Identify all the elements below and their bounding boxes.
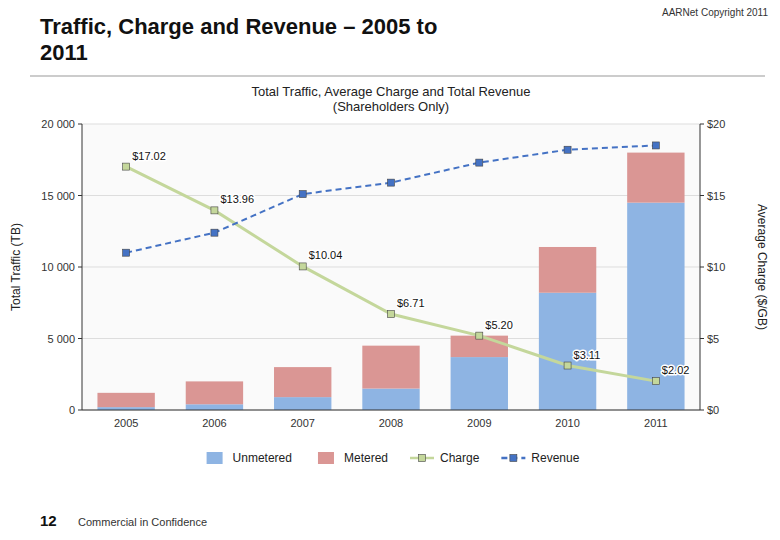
y-tick [78, 195, 82, 196]
line-marker [299, 191, 306, 198]
grid-line [82, 195, 700, 196]
y-tick-label: 0 [69, 404, 75, 416]
page-number: 12 [40, 512, 57, 529]
y2-tick [700, 410, 704, 411]
bar [362, 389, 419, 410]
grid-line [82, 410, 700, 411]
bar [186, 381, 243, 404]
y2-tick [700, 124, 704, 125]
legend-swatch [318, 452, 334, 464]
legend-label: Revenue [531, 451, 579, 465]
x-tick-label: 2005 [114, 417, 138, 429]
line-marker [123, 249, 130, 256]
legend: Unmetered Metered Charge Revenue [207, 451, 580, 465]
data-label: $10.04 [309, 249, 343, 261]
y-tick [78, 410, 82, 411]
bar [451, 357, 508, 410]
legend-label: Charge [440, 451, 480, 465]
y2-axis-label: Average Charge ($/GB) [755, 204, 769, 330]
y2-tick-label: $10 [707, 261, 725, 273]
line-marker [388, 311, 395, 318]
line-marker [652, 142, 659, 149]
line [126, 145, 656, 252]
line-marker [211, 229, 218, 236]
x-axis-line [82, 410, 700, 411]
x-tick-label: 2007 [290, 417, 314, 429]
grid-line [82, 338, 700, 339]
bar [274, 397, 331, 410]
y2-tick [700, 267, 704, 268]
page-heading-line: Traffic, Charge and Revenue – 2005 to [40, 14, 437, 39]
legend-item: Metered [318, 451, 388, 465]
data-label: $13.96 [220, 193, 254, 205]
legend-swatch [207, 452, 223, 464]
bar [186, 404, 243, 410]
y-axis-label: Total Traffic (TB) [9, 223, 23, 311]
bar [539, 247, 596, 293]
line-marker [564, 146, 571, 153]
legend-marker [510, 455, 517, 462]
x-tick-label: 2008 [379, 417, 403, 429]
y-tick-label: 5 000 [47, 333, 75, 345]
x-tick-label: 2009 [467, 417, 491, 429]
plot-background [82, 124, 700, 410]
chart-page: AARNet Copyright 2011 Traffic, Charge and… [0, 0, 780, 540]
legend-item: Unmetered [207, 451, 292, 465]
line-marker [299, 263, 306, 270]
bar [627, 153, 684, 203]
legend-marker [419, 455, 426, 462]
line-marker [211, 207, 218, 214]
chart-title-line: Total Traffic, Average Charge and Total … [252, 84, 531, 99]
y-tick-label: 10 000 [41, 261, 75, 273]
data-label: $5.20 [485, 319, 513, 331]
x-tick-label: 2006 [202, 417, 226, 429]
line-marker [476, 159, 483, 166]
y2-tick-label: $15 [707, 190, 725, 202]
grid [82, 124, 700, 410]
line-marker [564, 362, 571, 369]
y-tick-label: 15 000 [41, 190, 75, 202]
copyright: AARNet Copyright 2011 [662, 7, 768, 18]
data-label: $6.71 [397, 297, 425, 309]
y2-tick-label: $0 [707, 404, 719, 416]
line-marker [388, 179, 395, 186]
x-tick-label: 2011 [644, 417, 668, 429]
legend-item: Charge [410, 451, 480, 465]
page-heading-line: 2011 [40, 40, 88, 65]
line-marker [123, 163, 130, 170]
bar [97, 393, 154, 407]
axes: 2005 2006 2007 2008 2009 2010 2011 0 5 000 10 000… [9, 118, 769, 429]
y-tick-label: 20 000 [41, 118, 75, 130]
footer-text: Commercial in Confidence [78, 516, 207, 528]
y-tick [78, 124, 82, 125]
data-label: $17.02 [132, 150, 166, 162]
bar [362, 346, 419, 389]
grid-line [82, 124, 700, 125]
chart-title-line: (Shareholders Only) [333, 99, 449, 114]
line [126, 167, 656, 382]
page-heading: Traffic, Charge and Revenue – 2005 to201… [40, 14, 437, 65]
legend-label: Unmetered [233, 451, 292, 465]
legend-label: Metered [344, 451, 388, 465]
chart-title: Total Traffic, Average Charge and Total … [252, 84, 531, 114]
line-marker [652, 378, 659, 385]
legend-item: Revenue [501, 451, 579, 465]
line-marker [476, 332, 483, 339]
data-label: $3.11 [574, 349, 601, 361]
header-separator [30, 76, 765, 77]
bar [274, 367, 331, 397]
grid-line [82, 267, 700, 268]
y-tick [78, 267, 82, 268]
data-labels: $17.02 $13.96 $10.04 $6.71 $5.20 $3.11 $2.02 [132, 150, 689, 377]
y2-tick-label: $20 [707, 118, 725, 130]
data-label: $2.02 [662, 364, 690, 376]
y-tick [78, 338, 82, 339]
y2-tick [700, 195, 704, 196]
y2-tick [700, 338, 704, 339]
x-tick-label: 2010 [555, 417, 579, 429]
y2-tick-label: $5 [707, 333, 719, 345]
data-marks [97, 142, 684, 410]
